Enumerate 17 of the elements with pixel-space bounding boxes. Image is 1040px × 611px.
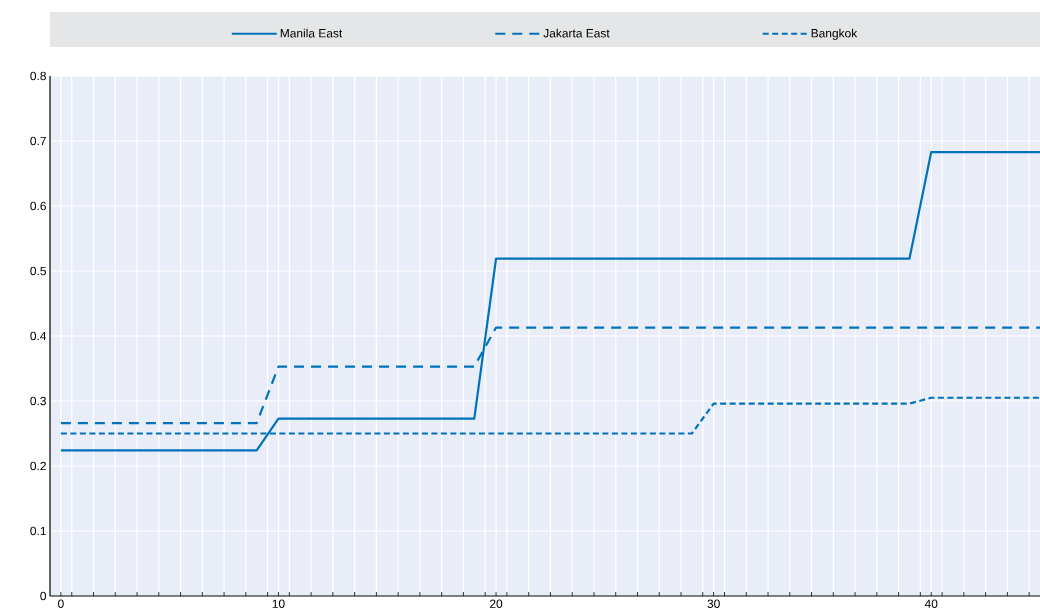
x-tick-label: 20 bbox=[490, 599, 503, 608]
legend-label: Jakarta East bbox=[543, 28, 610, 38]
y-tick-label: 0.5 bbox=[30, 266, 46, 276]
y-tick-label: 0.7 bbox=[30, 136, 46, 146]
y-tick-label: 0.3 bbox=[30, 396, 46, 406]
x-tick-label: 40 bbox=[924, 599, 938, 608]
y-tick-label: 0.8 bbox=[30, 71, 46, 81]
y-tick-label: 0.2 bbox=[30, 461, 46, 471]
y-tick-label: 0.6 bbox=[30, 201, 46, 211]
legend-label: Manila East bbox=[280, 28, 343, 38]
y-tick-label: 0 bbox=[40, 591, 47, 601]
x-tick-label: 10 bbox=[272, 599, 285, 608]
y-tick-label: 0.1 bbox=[30, 526, 46, 536]
y-tick-label: 0.4 bbox=[30, 331, 47, 341]
legend-label: Bangkok bbox=[811, 28, 858, 40]
x-tick-label: 30 bbox=[707, 599, 720, 608]
x-tick-label: 0 bbox=[58, 599, 64, 608]
